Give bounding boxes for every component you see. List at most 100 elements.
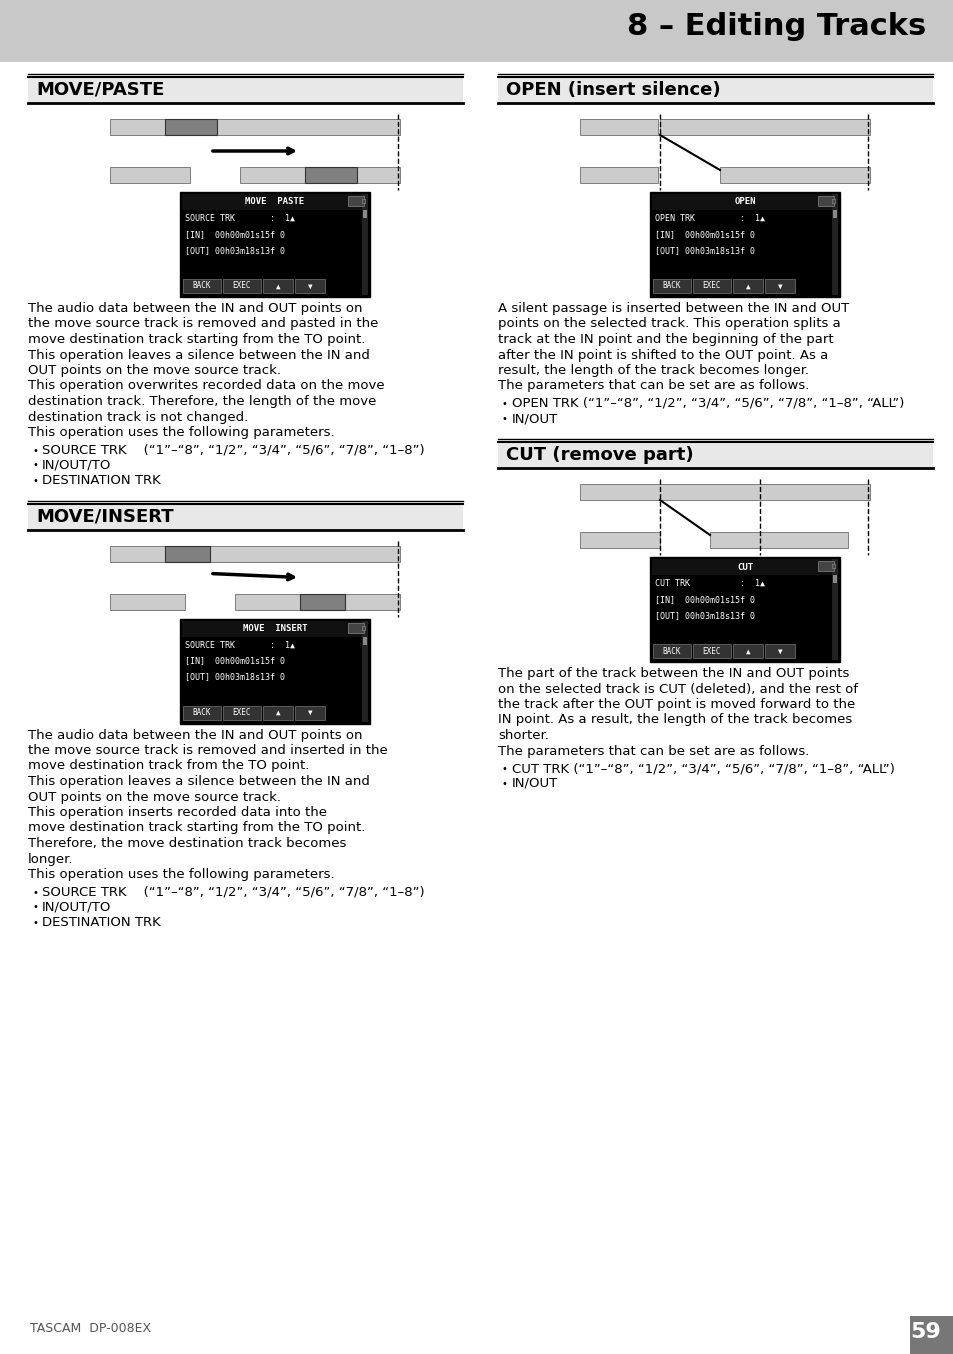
Bar <box>348 196 364 206</box>
Bar <box>692 279 730 292</box>
Bar <box>692 645 730 658</box>
Bar <box>732 645 762 658</box>
Text: track at the IN point and the beginning of the part: track at the IN point and the beginning … <box>497 333 833 347</box>
Bar <box>659 119 869 135</box>
Bar <box>0 0 953 62</box>
Text: OPEN TRK         :  1▲: OPEN TRK : 1▲ <box>655 214 764 223</box>
Text: TASCAM  DP-008EX: TASCAM DP-008EX <box>30 1322 151 1335</box>
Text: CUT TRK          :  1▲: CUT TRK : 1▲ <box>655 580 764 588</box>
Text: •: • <box>501 414 507 424</box>
Text: This operation leaves a silence between the IN and: This operation leaves a silence between … <box>28 774 370 788</box>
Bar <box>28 504 462 529</box>
Text: This operation leaves a silence between the IN and: This operation leaves a silence between … <box>28 348 370 362</box>
Bar <box>223 705 261 719</box>
Text: This operation uses the following parameters.: This operation uses the following parame… <box>28 868 335 881</box>
Bar <box>579 119 658 135</box>
Text: BACK: BACK <box>193 708 211 718</box>
Bar <box>165 546 210 562</box>
Text: BACK: BACK <box>662 282 680 291</box>
Bar <box>348 623 364 632</box>
Bar <box>110 167 190 183</box>
Bar <box>263 279 293 292</box>
Bar <box>497 77 932 103</box>
Bar <box>579 532 659 548</box>
Text: A silent passage is inserted between the IN and OUT: A silent passage is inserted between the… <box>497 302 848 315</box>
Text: BACK: BACK <box>193 282 211 291</box>
Text: on the selected track is CUT (deleted), and the rest of: on the selected track is CUT (deleted), … <box>497 682 857 696</box>
Text: [IN]  00h00m01s15f 0: [IN] 00h00m01s15f 0 <box>185 230 285 240</box>
Text: IN/OUT: IN/OUT <box>512 412 558 425</box>
Text: destination track is not changed.: destination track is not changed. <box>28 410 248 424</box>
Bar <box>183 279 221 292</box>
Text: [IN]  00h00m01s15f 0: [IN] 00h00m01s15f 0 <box>655 230 754 240</box>
Text: ▲: ▲ <box>745 646 749 655</box>
Text: 59: 59 <box>910 1322 941 1342</box>
Text: IN/OUT/TO: IN/OUT/TO <box>42 459 112 471</box>
Text: The audio data between the IN and OUT points on: The audio data between the IN and OUT po… <box>28 728 362 742</box>
Bar <box>110 593 185 609</box>
Bar <box>363 636 367 645</box>
Text: after the IN point is shifted to the OUT point. As a: after the IN point is shifted to the OUT… <box>497 348 827 362</box>
Text: IN/OUT/TO: IN/OUT/TO <box>42 900 112 914</box>
Text: [OUT] 00h03m18s13f 0: [OUT] 00h03m18s13f 0 <box>655 611 754 620</box>
Text: •: • <box>501 764 507 774</box>
Text: •: • <box>501 399 507 409</box>
Text: ▲: ▲ <box>275 708 280 718</box>
Bar <box>831 559 837 659</box>
Bar <box>180 192 370 297</box>
Text: result, the length of the track becomes longer.: result, the length of the track becomes … <box>497 364 808 376</box>
Bar <box>240 167 399 183</box>
Bar <box>28 77 462 103</box>
Bar <box>294 279 325 292</box>
Text: This operation overwrites recorded data on the move: This operation overwrites recorded data … <box>28 379 384 393</box>
Bar <box>110 119 399 135</box>
Bar <box>299 593 345 609</box>
Text: •: • <box>32 918 38 927</box>
Text: DESTINATION TRK: DESTINATION TRK <box>42 915 161 929</box>
Bar <box>732 279 762 292</box>
Text: move destination track starting from the TO point.: move destination track starting from the… <box>28 822 365 834</box>
Bar <box>305 167 356 183</box>
Text: EXEC: EXEC <box>233 708 251 718</box>
Bar <box>909 1316 953 1354</box>
Bar <box>649 556 840 662</box>
Text: shorter.: shorter. <box>497 728 548 742</box>
Text: EXEC: EXEC <box>702 282 720 291</box>
Bar <box>831 199 834 203</box>
Text: CUT TRK (“1”–“8”, “1/2”, “3/4”, “5/6”, “7/8”, “1–8”, “ALL”): CUT TRK (“1”–“8”, “1/2”, “3/4”, “5/6”, “… <box>512 762 894 774</box>
Text: MOVE/INSERT: MOVE/INSERT <box>36 508 173 525</box>
Text: OPEN (insert silence): OPEN (insert silence) <box>505 81 720 99</box>
Text: MOVE  PASTE: MOVE PASTE <box>245 198 304 207</box>
Text: This operation uses the following parameters.: This operation uses the following parame… <box>28 427 335 439</box>
Bar <box>361 199 365 203</box>
Text: Therefore, the move destination track becomes: Therefore, the move destination track be… <box>28 837 346 850</box>
Bar <box>361 626 365 630</box>
Text: 8 – Editing Tracks: 8 – Editing Tracks <box>626 12 925 41</box>
Text: EXEC: EXEC <box>702 646 720 655</box>
Bar <box>764 645 794 658</box>
Bar <box>294 705 325 719</box>
Text: ▲: ▲ <box>275 282 280 291</box>
Bar <box>832 210 836 218</box>
Bar <box>361 194 368 295</box>
Bar <box>651 194 837 210</box>
Text: points on the selected track. This operation splits a: points on the selected track. This opera… <box>497 317 840 330</box>
Text: the move source track is removed and inserted in the: the move source track is removed and ins… <box>28 743 387 757</box>
Text: ▼: ▼ <box>777 646 781 655</box>
Bar <box>223 279 261 292</box>
Text: MOVE  INSERT: MOVE INSERT <box>242 624 307 634</box>
Text: MOVE/PASTE: MOVE/PASTE <box>36 81 164 99</box>
Text: EXEC: EXEC <box>233 282 251 291</box>
Bar <box>183 705 221 719</box>
Text: move destination track starting from the TO point.: move destination track starting from the… <box>28 333 365 347</box>
Bar <box>497 441 932 468</box>
Text: the track after the OUT point is moved forward to the: the track after the OUT point is moved f… <box>497 699 854 711</box>
Bar <box>651 559 837 575</box>
Bar <box>831 565 834 567</box>
Text: IN point. As a result, the length of the track becomes: IN point. As a result, the length of the… <box>497 714 851 727</box>
Bar <box>234 593 399 609</box>
Text: •: • <box>32 887 38 898</box>
Bar <box>817 196 833 206</box>
Text: The audio data between the IN and OUT points on: The audio data between the IN and OUT po… <box>28 302 362 315</box>
Bar <box>182 194 368 210</box>
